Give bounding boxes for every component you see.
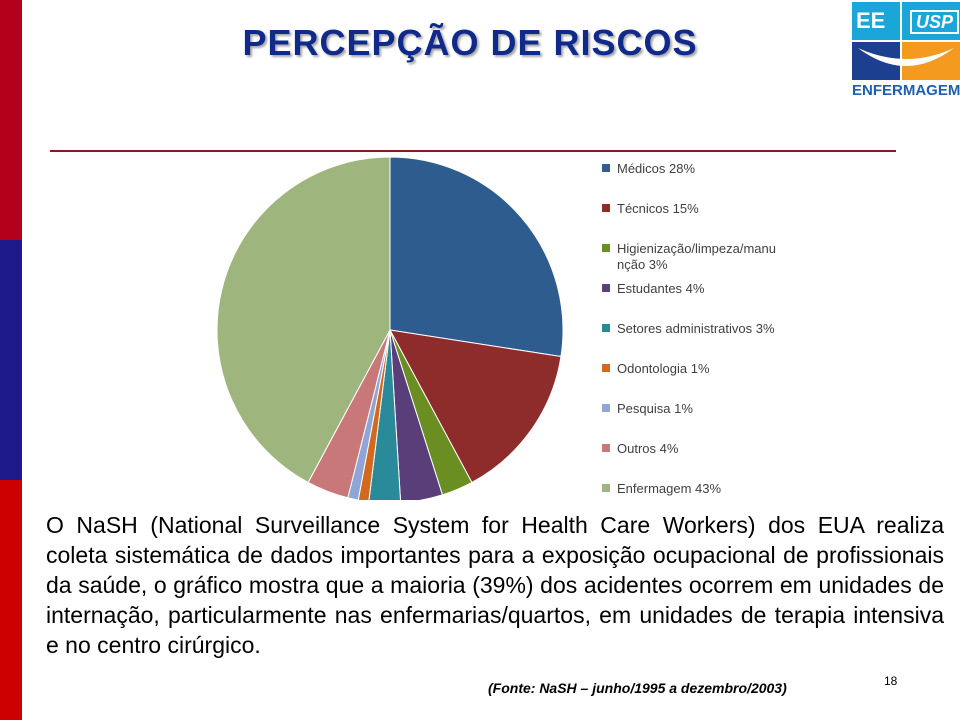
legend-swatch [602,284,610,292]
side-bar-red-bottom [0,480,22,720]
legend-label: Estudantes 4% [617,281,705,296]
legend-swatch [602,204,610,212]
logo-usp-text: USP [910,10,960,34]
legend-swatch [602,324,610,332]
side-bar-blue [0,240,22,480]
pie-slice [389,329,562,484]
legend-swatch [602,444,610,452]
legend-swatch [602,484,610,492]
legend-label: Setores administrativos 3% [617,321,775,336]
slide-number: 18 [884,674,898,688]
legend-label: Enfermagem 43% [617,481,721,496]
legend-label: Técnicos 15% [617,201,699,216]
pie-slice [216,156,391,484]
legend-label: Higienização/limpeza/manu [617,241,776,256]
chart-legend: Médicos 28% Técnicos 15% Higienização/limp… [602,161,776,496]
logo-block [852,2,900,40]
pie-slice [368,329,401,500]
legend-swatch [602,244,610,252]
slide-title: PERCEPÇÃO DE RISCOS [242,22,698,63]
logo-ee-text: EE [856,8,886,33]
legend-swatch [602,164,610,172]
body-paragraph: O NaSH (National Surveillance System for… [46,512,944,658]
legend-label: Médicos 28% [617,161,695,176]
pie-slice [389,329,444,500]
legend-label: Pesquisa 1% [617,401,693,416]
legend-label: nção 3% [617,257,668,272]
legend-swatch [602,364,610,372]
pie-chart: Médicos 28% Técnicos 15% Higienização/limp… [216,156,776,500]
legend-label: Outros 4% [617,441,679,456]
ee-usp-enfermagem-logo: EE USP ENFERMAGEM [852,2,960,102]
logo-enfermagem-text: ENFERMAGEM [852,82,960,99]
side-bar-red-top [0,0,22,240]
legend-label: Odontologia 1% [617,361,710,376]
pie-slice [389,156,564,358]
logo-wing-icon [858,48,954,66]
pie-slices [216,156,564,500]
legend-swatch [602,404,610,412]
source-citation: (Fonte: NaSH – junho/1995 a dezembro/200… [488,680,787,696]
title-divider [50,150,896,152]
